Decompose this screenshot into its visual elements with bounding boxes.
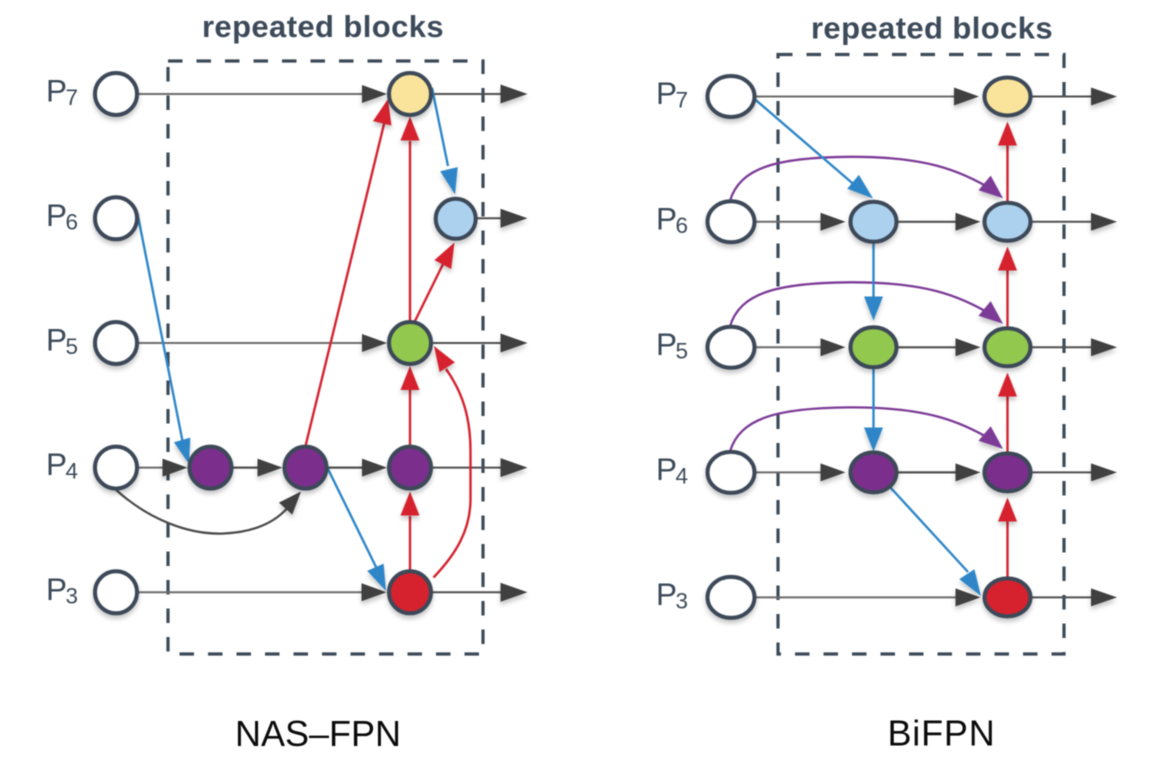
svg-text:P: P [656,326,677,362]
svg-text:P: P [656,576,677,612]
svg-text:3: 3 [66,583,79,608]
svg-text:P: P [46,322,67,358]
svg-text:P: P [46,571,67,607]
svg-text:P: P [656,451,677,487]
svg-text:4: 4 [66,459,79,484]
svg-text:repeated blocks: repeated blocks [202,9,444,44]
svg-text:4: 4 [676,463,689,488]
svg-text:P: P [656,75,677,111]
svg-text:BiFPN: BiFPN [887,713,995,754]
svg-text:P: P [46,73,67,109]
svg-text:P: P [46,197,67,233]
svg-text:7: 7 [66,85,79,110]
svg-text:P: P [656,200,677,236]
svg-text:7: 7 [676,88,689,113]
svg-text:3: 3 [676,588,689,613]
svg-text:6: 6 [676,213,689,238]
svg-text:P: P [46,446,67,482]
svg-text:6: 6 [66,209,79,234]
svg-text:5: 5 [66,334,79,359]
svg-text:NAS–FPN: NAS–FPN [235,713,401,754]
svg-text:5: 5 [676,338,689,363]
svg-text:repeated blocks: repeated blocks [811,11,1053,46]
